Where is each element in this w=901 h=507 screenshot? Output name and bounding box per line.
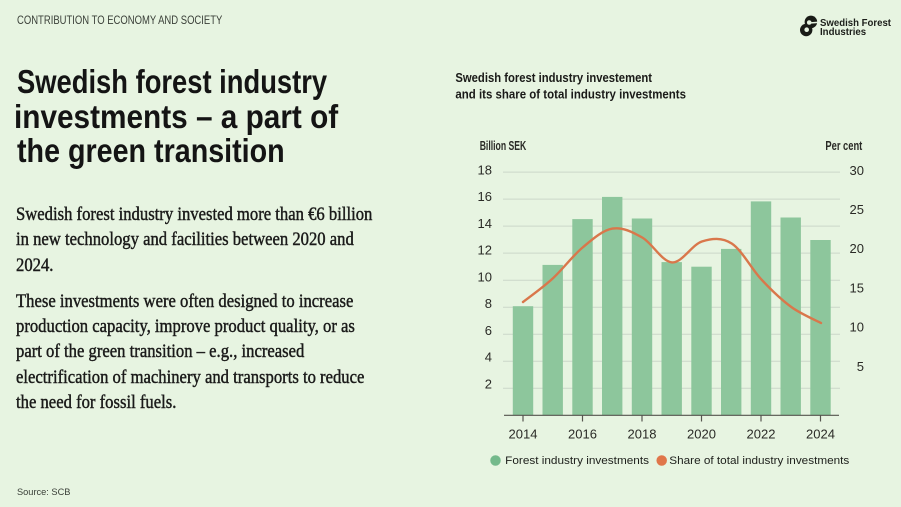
svg-text:Per cent: Per cent <box>825 139 863 153</box>
svg-text:2022: 2022 <box>747 426 776 441</box>
svg-text:2020: 2020 <box>687 426 716 441</box>
svg-text:25: 25 <box>850 202 864 217</box>
svg-text:and its share of total industr: and its share of total industry investme… <box>455 87 686 102</box>
svg-text:Swedish forest industry invest: Swedish forest industry investement <box>455 70 652 85</box>
svg-text:4: 4 <box>485 350 492 365</box>
svg-text:Forest industry investments: Forest industry investments <box>505 455 649 467</box>
svg-text:10: 10 <box>478 269 492 284</box>
svg-text:20: 20 <box>850 241 864 256</box>
svg-text:5: 5 <box>857 359 864 374</box>
svg-text:15: 15 <box>850 280 864 295</box>
svg-text:12: 12 <box>478 243 492 258</box>
svg-text:2016: 2016 <box>568 426 597 441</box>
svg-text:Billion SEK: Billion SEK <box>480 139 527 153</box>
svg-text:8: 8 <box>485 296 492 311</box>
svg-text:16: 16 <box>478 189 492 204</box>
svg-text:30: 30 <box>850 163 864 178</box>
svg-text:2024: 2024 <box>806 426 835 441</box>
svg-text:10: 10 <box>850 320 864 335</box>
svg-text:2018: 2018 <box>628 426 657 441</box>
svg-text:Share of total industry invest: Share of total industry investments <box>669 455 849 467</box>
svg-text:14: 14 <box>478 216 492 231</box>
svg-text:2014: 2014 <box>509 426 538 441</box>
svg-text:18: 18 <box>478 163 492 178</box>
svg-text:6: 6 <box>485 323 492 338</box>
svg-text:2: 2 <box>485 376 492 391</box>
